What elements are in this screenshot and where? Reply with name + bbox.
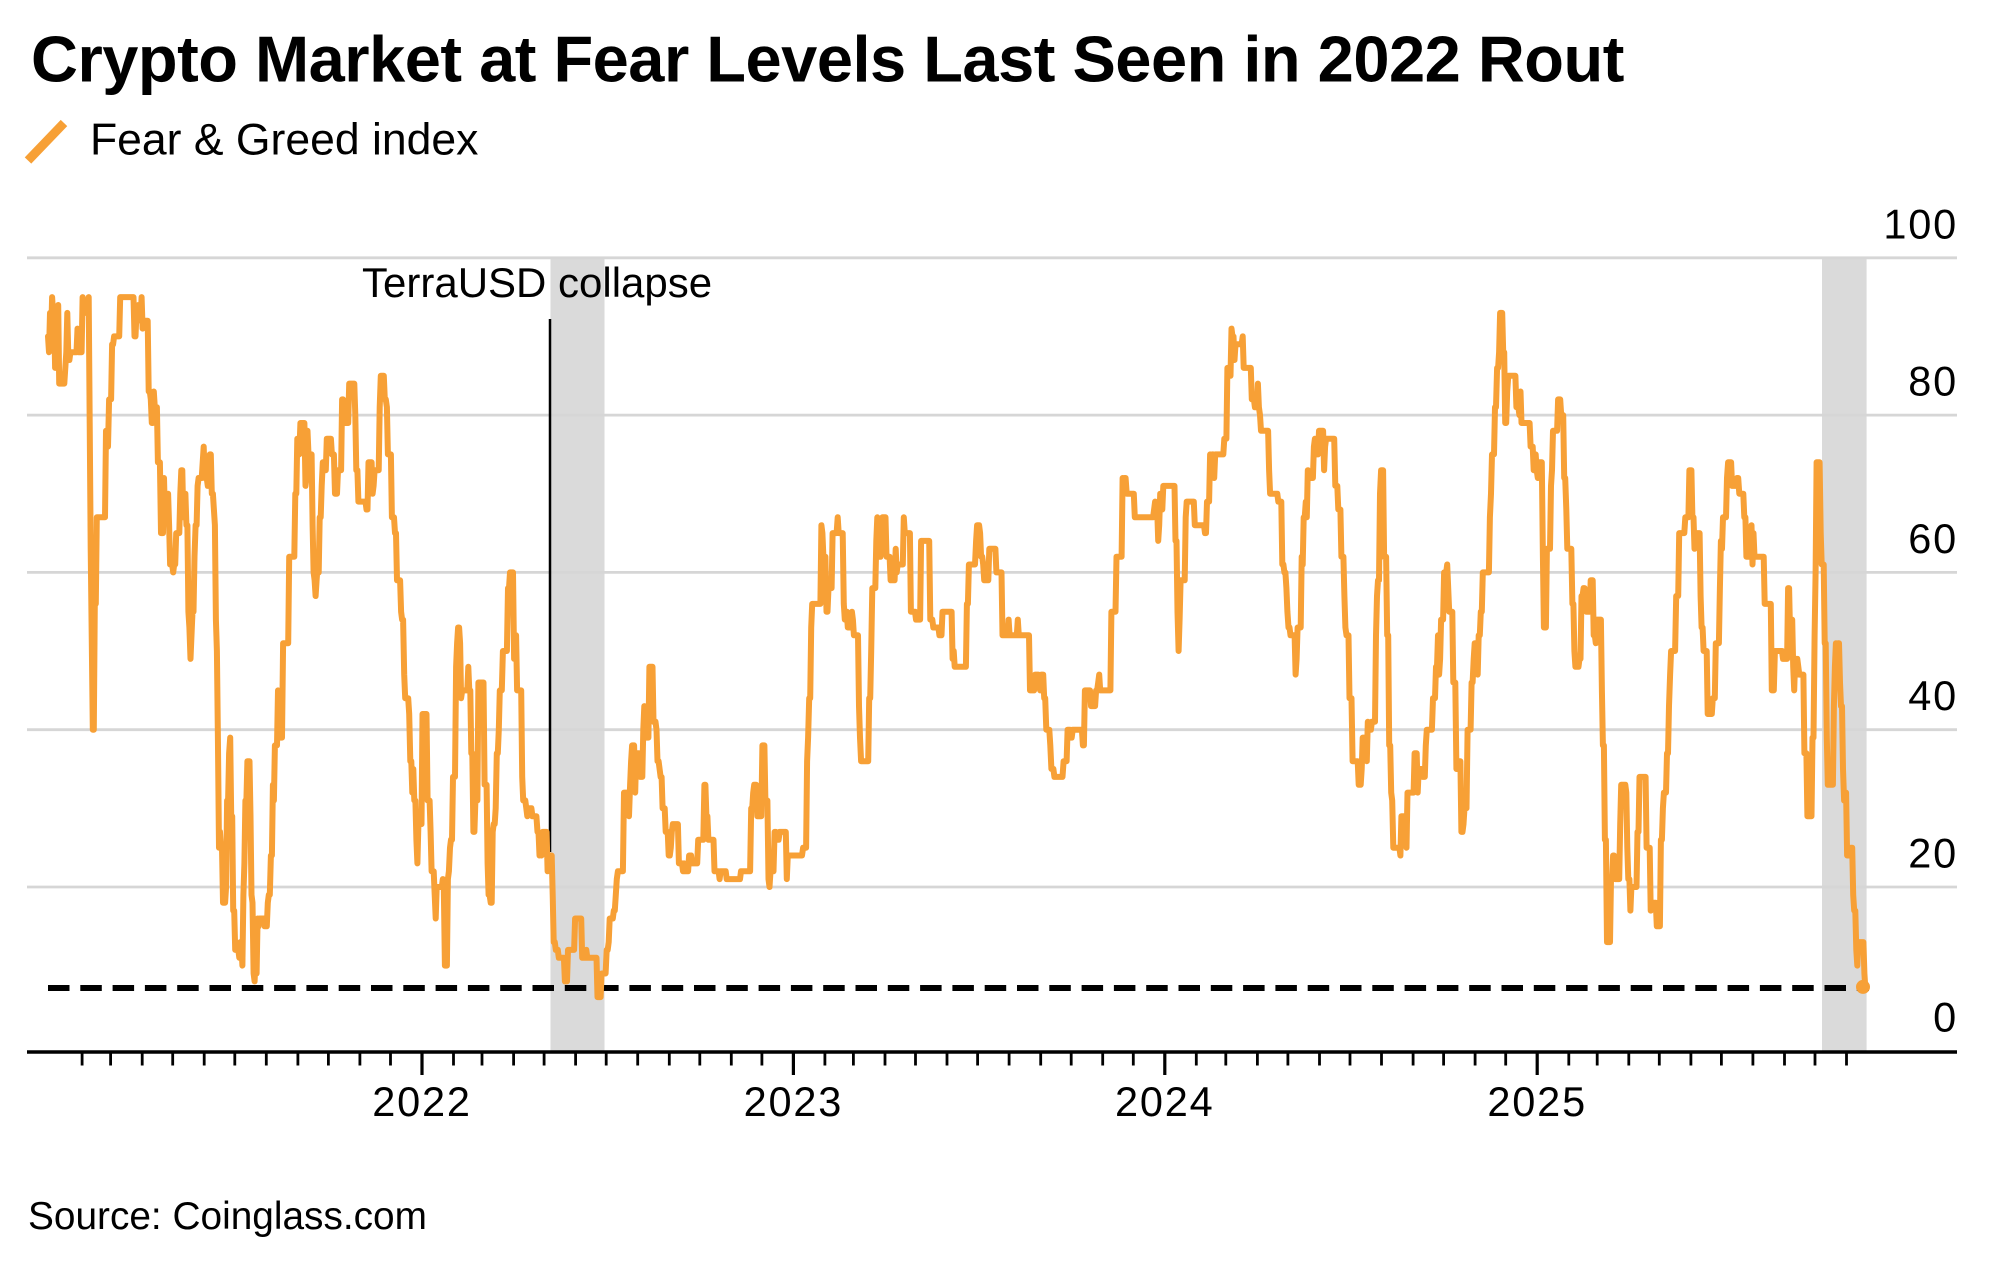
svg-text:40: 40 xyxy=(1908,672,1958,719)
svg-text:Fear & Greed index: Fear & Greed index xyxy=(90,116,478,165)
svg-text:2022: 2022 xyxy=(372,1078,472,1125)
svg-text:20: 20 xyxy=(1908,830,1958,877)
svg-text:2023: 2023 xyxy=(744,1078,844,1125)
svg-text:0: 0 xyxy=(1933,994,1958,1041)
svg-text:Source: Coinglass.com: Source: Coinglass.com xyxy=(28,1195,427,1238)
svg-text:2024: 2024 xyxy=(1115,1078,1215,1125)
svg-text:Crypto Market at Fear Levels L: Crypto Market at Fear Levels Last Seen i… xyxy=(31,23,1624,96)
svg-text:2025: 2025 xyxy=(1487,1078,1587,1125)
svg-text:80: 80 xyxy=(1908,358,1958,405)
svg-text:60: 60 xyxy=(1908,515,1958,562)
svg-text:TerraUSD collapse: TerraUSD collapse xyxy=(362,259,712,306)
svg-text:100: 100 xyxy=(1883,200,1958,247)
